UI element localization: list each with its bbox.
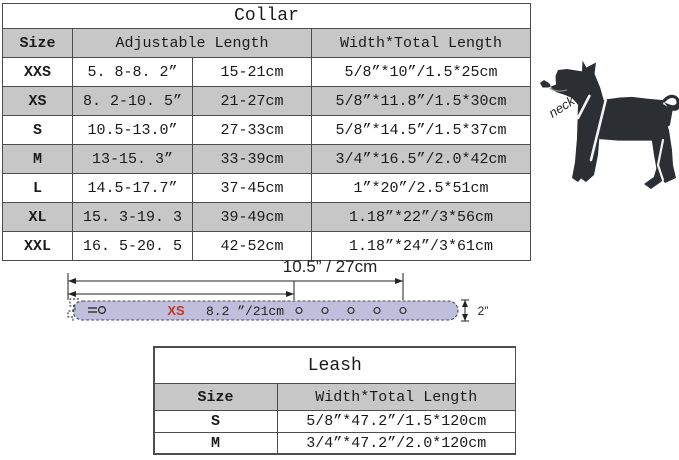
svg-text:10.5” / 27cm: 10.5” / 27cm (283, 257, 378, 276)
svg-text:8.2 ”/21cm: 8.2 ”/21cm (206, 304, 284, 319)
svg-text:XS: XS (167, 303, 185, 318)
svg-text:2”: 2” (478, 304, 489, 318)
